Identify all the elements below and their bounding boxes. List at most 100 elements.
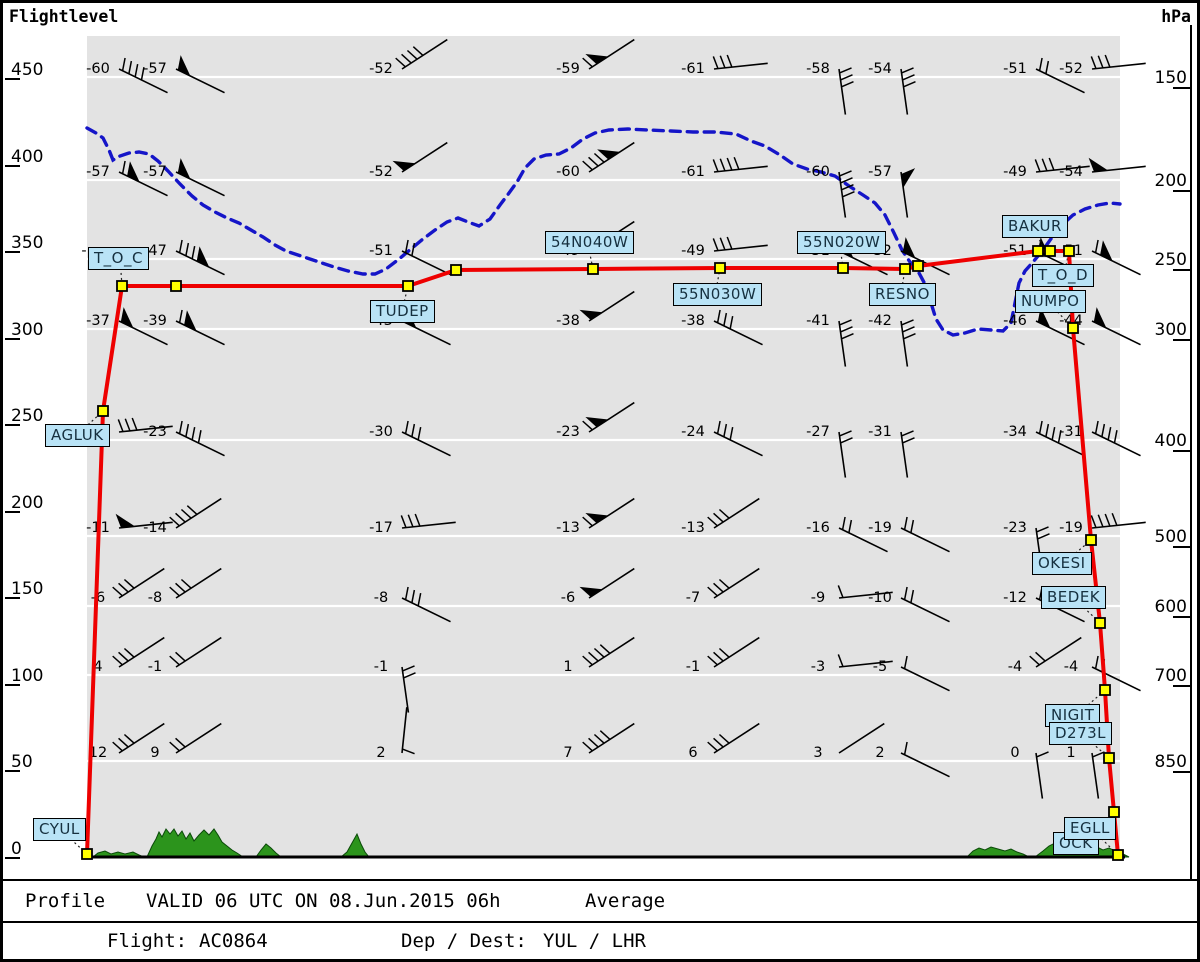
flightlevel-tick-label: 50 xyxy=(11,752,33,772)
temperature-value: -9 xyxy=(811,590,825,606)
temperature-value: -21 xyxy=(86,424,110,440)
route-marker-3 xyxy=(170,280,182,292)
temperature-value: -1 xyxy=(374,659,388,675)
temperature-value: -8 xyxy=(148,590,162,606)
profile-label: Profile xyxy=(25,890,106,912)
route-marker-8 xyxy=(837,262,849,274)
temperature-value: 1 xyxy=(563,659,572,675)
temperature-value: -27 xyxy=(806,424,830,440)
route-marker-6 xyxy=(587,263,599,275)
depdest-label: Dep / Dest: xyxy=(401,929,527,952)
temperature-value: -4 xyxy=(1064,659,1078,675)
temperature-value: -31 xyxy=(1059,424,1083,440)
temperature-value: -31 xyxy=(868,424,892,440)
temperature-value: -52 xyxy=(369,164,393,180)
temperature-value: -49 xyxy=(556,243,580,259)
hpa-tick-label: 250 xyxy=(1155,250,1187,270)
temperature-value: -19 xyxy=(868,520,892,536)
flightlevel-tick-label: 200 xyxy=(11,493,43,513)
temperature-value: -1 xyxy=(148,659,162,675)
temperature-value: -60 xyxy=(806,164,830,180)
temperature-value: 4 xyxy=(93,659,102,675)
temperature-value: -14 xyxy=(143,520,167,536)
temperature-value: -43 xyxy=(369,313,393,329)
temperature-value: -5 xyxy=(873,659,887,675)
flightlevel-tick-label: 450 xyxy=(11,60,43,80)
temperature-value: -61 xyxy=(681,61,705,77)
route-marker-16 xyxy=(1094,617,1106,629)
temperature-value: -57 xyxy=(143,164,167,180)
flight-info-bar: Flight: AC0864 Dep / Dest: YUL / LHR xyxy=(3,921,1197,958)
temperature-value: -52 xyxy=(1059,61,1083,77)
flightlevel-tick-label: 250 xyxy=(11,406,43,426)
temperature-value: -49 xyxy=(1003,164,1027,180)
temperature-value: 12 xyxy=(89,745,107,761)
temperature-value: -52 xyxy=(868,243,892,259)
temperature-value: -51 xyxy=(369,243,393,259)
temperature-value: -1 xyxy=(686,659,700,675)
temp-row-400hpa: -21 -23 -30 -23 -24 -27 -31 -34 -31 xyxy=(86,401,1141,478)
flightlevel-tick-label: 400 xyxy=(11,147,43,167)
average-label: Average xyxy=(585,890,666,912)
temperature-value: -57 xyxy=(86,164,110,180)
route-marker-4 xyxy=(402,280,414,292)
temperature-value: -61 xyxy=(681,164,705,180)
route-marker-2 xyxy=(116,280,128,292)
hpa-tick-label: 150 xyxy=(1155,68,1187,88)
route-marker-5 xyxy=(450,264,462,276)
flightlevel-tick-label: 150 xyxy=(11,579,43,599)
profile-chart-canvas: -60 -57 -52 -59 -61 -58 -54 -51 -52-57 -57 -52 -60-… xyxy=(5,25,1192,879)
hpa-tick-label: 850 xyxy=(1155,752,1187,772)
temperature-value: 0 xyxy=(1010,745,1019,761)
temperature-value: -3 xyxy=(811,659,825,675)
temp-row-850hpa: 12 9 2 7 6 3 2 0 1 xyxy=(89,707,1105,799)
route-marker-17 xyxy=(1099,684,1111,696)
temp-row-500hpa: -11 -14 -17 -13 -13 -16 -19 -23 -19 xyxy=(86,497,1146,574)
left-axis-title: Flightlevel xyxy=(9,7,119,26)
temperature-value: -16 xyxy=(806,520,830,536)
temp-row-300hpa: -37 -39 -43 -38 -38 -41 -42 -46 -44 xyxy=(86,290,1141,367)
temp-row-700hpa: 4 -1 -1 1 -1 -3 -5 -4 -4 xyxy=(93,636,1141,713)
flight-label: Flight: xyxy=(107,929,188,952)
temperature-value: -51 xyxy=(1003,61,1027,77)
temperature-value: -52 xyxy=(369,61,393,77)
temperature-value: -30 xyxy=(369,424,393,440)
temperature-value: -13 xyxy=(681,520,705,536)
route-marker-7 xyxy=(714,262,726,274)
temperature-value: -39 xyxy=(143,313,167,329)
right-axis-title: hPa xyxy=(1161,7,1191,26)
temperature-value: 2 xyxy=(376,745,385,761)
valid-time-text: VALID 06 UTC ON 08.Jun.2015 06h xyxy=(146,890,501,912)
temperature-value: -57 xyxy=(143,61,167,77)
route-marker-13 xyxy=(1063,245,1075,257)
temperature-value: 6 xyxy=(688,745,697,761)
temperature-value: 1 xyxy=(1066,745,1075,761)
temperature-value: 2 xyxy=(875,745,884,761)
plot-background xyxy=(87,36,1120,857)
flightlevel-tick-label: 300 xyxy=(11,320,43,340)
temperature-value: -47 xyxy=(143,243,167,259)
route-marker-9 xyxy=(899,263,911,275)
hpa-tick-label: 200 xyxy=(1155,171,1187,191)
route-marker-11 xyxy=(1032,245,1044,257)
temperature-value: -19 xyxy=(1059,520,1083,536)
temperature-value: -57 xyxy=(868,164,892,180)
route-marker-12 xyxy=(1044,245,1056,257)
temperature-value: -59 xyxy=(556,61,580,77)
hpa-tick-label: 700 xyxy=(1155,666,1187,686)
temperature-value: -60 xyxy=(556,164,580,180)
route-marker-15 xyxy=(1085,534,1097,546)
temperature-value: -23 xyxy=(556,424,580,440)
temperature-value: -54 xyxy=(1059,164,1083,180)
temperature-value: -37 xyxy=(86,313,110,329)
temperature-value: -8 xyxy=(374,590,388,606)
temperature-value: 3 xyxy=(813,745,822,761)
hpa-tick-label: 600 xyxy=(1155,597,1187,617)
temperature-value: -34 xyxy=(1003,424,1027,440)
hpa-tick-label: 500 xyxy=(1155,527,1187,547)
temperature-value: 9 xyxy=(150,745,159,761)
route-marker-0 xyxy=(81,848,93,860)
terrain-1 xyxy=(146,828,245,858)
terrain-4 xyxy=(965,846,1030,858)
